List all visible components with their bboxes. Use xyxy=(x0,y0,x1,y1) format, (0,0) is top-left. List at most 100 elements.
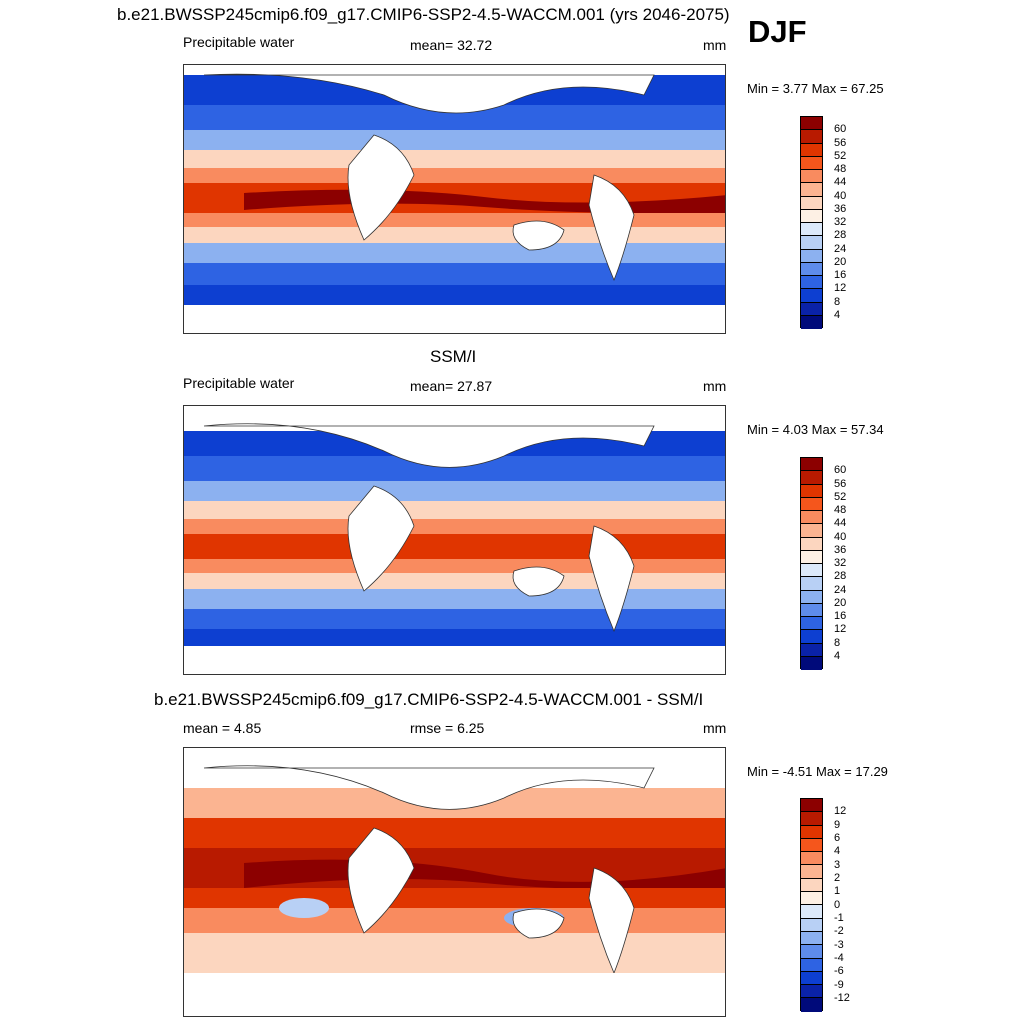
panel-1-colorbar-swatch xyxy=(801,156,822,170)
panel-1-colorbar-label: 32 xyxy=(834,216,847,228)
panel-1-colorbar-swatch xyxy=(801,276,822,290)
panel-2-colorbar-label: 12 xyxy=(834,623,847,635)
panel-1-colorbar-swatch xyxy=(801,223,822,237)
panel-3-rmse: rmse = 6.25 xyxy=(410,720,485,736)
panel-3-range: Min = -4.51 Max = 17.29 xyxy=(747,764,888,779)
panel-3-mean: mean = 4.85 xyxy=(183,720,262,736)
panel-3-colorbar-label: -6 xyxy=(834,965,844,977)
panel-1-colorbar xyxy=(800,116,823,329)
panel-2-map xyxy=(183,405,726,675)
panel-1-colorbar-label: 48 xyxy=(834,163,847,175)
panel-3-colorbar-swatch xyxy=(801,852,822,866)
panel-1-colorbar-swatch xyxy=(801,170,822,184)
panel-1-colorbar-label: 40 xyxy=(834,190,847,202)
panel-3-colorbar-swatch xyxy=(801,799,822,813)
panel-3-colorbar-swatch xyxy=(801,958,822,972)
panel-2-field xyxy=(184,406,725,674)
panel-3-title: b.e21.BWSSP245cmip6.f09_g17.CMIP6-SSP2-4… xyxy=(154,690,704,709)
panel-2-colorbar-swatch xyxy=(801,577,822,591)
panel-2-colorbar-label: 16 xyxy=(834,610,847,622)
panel-1-map xyxy=(183,64,726,334)
panel-3-colorbar-swatch xyxy=(801,985,822,999)
panel-1-colorbar-swatch xyxy=(801,236,822,250)
panel-3-colorbar-swatch xyxy=(801,931,822,946)
panel-2-colorbar-label: 32 xyxy=(834,557,847,569)
panel-3-colorbar-label: 4 xyxy=(834,845,841,857)
panel-1-colorbar-label: 12 xyxy=(834,282,847,294)
panel-1-colorbar-swatch xyxy=(801,249,822,263)
panel-1-colorbar-swatch xyxy=(801,209,822,223)
panel-2-colorbar-label: 44 xyxy=(834,517,847,529)
panel-2-colorbar-swatch xyxy=(801,564,822,578)
panel-2-colorbar-label: 20 xyxy=(834,597,847,609)
panel-3-colorbar-label: -1 xyxy=(834,912,844,924)
panel-1-colorbar-swatch xyxy=(801,117,822,131)
panel-2-colorbar-swatch xyxy=(801,524,822,538)
panel-2-colorbar-swatch xyxy=(801,511,822,525)
panel-2-colorbar-swatch xyxy=(801,630,822,644)
panel-2-range: Min = 4.03 Max = 57.34 xyxy=(747,422,884,437)
panel-2-colorbar-label: 4 xyxy=(834,650,841,662)
panel-2-colorbar-swatch xyxy=(801,590,822,604)
panel-3-colorbar-swatch xyxy=(801,878,822,893)
panel-1-colorbar-label: 36 xyxy=(834,203,847,215)
panel-2-mean: mean= 27.87 xyxy=(410,378,493,394)
panel-2-colorbar xyxy=(800,457,823,670)
panel-3-colorbar-label: -12 xyxy=(834,992,850,1004)
panel-3-colorbar-swatch xyxy=(801,971,822,986)
panel-1-colorbar-swatch xyxy=(801,289,822,303)
panel-3-colorbar-label: 1 xyxy=(834,885,841,897)
panel-1-colorbar-swatch xyxy=(801,196,822,210)
panel-1-field xyxy=(184,65,725,333)
panel-3-colorbar-label: 6 xyxy=(834,832,841,844)
panel-2-colorbar-swatch xyxy=(801,484,822,498)
panel-1-colorbar-label: 8 xyxy=(834,296,841,308)
panel-1-mean: mean= 32.72 xyxy=(410,37,493,53)
panel-2-colorbar-label: 36 xyxy=(834,544,847,556)
panel-2-units: mm xyxy=(703,378,727,394)
panel-3-colorbar-swatch xyxy=(801,812,822,826)
panel-2-colorbar-swatch xyxy=(801,458,822,472)
panel-1-colorbar-swatch xyxy=(801,302,822,316)
panel-1-colorbar-swatch xyxy=(801,262,822,276)
panel-1-colorbar-label: 24 xyxy=(834,243,847,255)
panel-3-colorbar-swatch xyxy=(801,838,822,853)
panel-2-colorbar-label: 56 xyxy=(834,478,847,490)
season-label: DJF xyxy=(748,14,807,49)
panel-2-colorbar-swatch xyxy=(801,550,822,564)
panel-2-colorbar-swatch xyxy=(801,603,822,617)
panel-3-colorbar-swatch xyxy=(801,918,822,932)
panel-2-colorbar-label: 40 xyxy=(834,531,847,543)
panel-3-units: mm xyxy=(703,720,727,736)
panel-1-colorbar-swatch xyxy=(801,143,822,157)
panel-2-title: SSM/I xyxy=(430,347,477,366)
panel-2-colorbar-label: 52 xyxy=(834,491,847,503)
panel-1-colorbar-swatch xyxy=(801,130,822,144)
panel-2-variable: Precipitable water xyxy=(183,375,295,391)
panel-3-colorbar-label: 9 xyxy=(834,819,841,831)
panel-3-colorbar-label: -3 xyxy=(834,939,844,951)
panel-2-colorbar-swatch xyxy=(801,643,822,657)
panel-3-colorbar-label: -4 xyxy=(834,952,844,964)
panel-1-variable: Precipitable water xyxy=(183,34,295,50)
panel-2-colorbar-label: 28 xyxy=(834,570,847,582)
panel-3-colorbar-swatch xyxy=(801,905,822,919)
panel-1-colorbar-swatch xyxy=(801,315,822,329)
panel-1-title: b.e21.BWSSP245cmip6.f09_g17.CMIP6-SSP2-4… xyxy=(117,5,730,24)
panel-1-units: mm xyxy=(703,37,727,53)
panel-2-colorbar-swatch xyxy=(801,537,822,551)
panel-1-colorbar-label: 28 xyxy=(834,229,847,241)
panel-2-colorbar-label: 8 xyxy=(834,637,841,649)
panel-2-colorbar-label: 60 xyxy=(834,464,847,476)
panel-1-colorbar-label: 56 xyxy=(834,137,847,149)
panel-1-colorbar-label: 4 xyxy=(834,309,841,321)
panel-3-colorbar-swatch xyxy=(801,865,822,879)
panel-3-colorbar-label: -2 xyxy=(834,925,844,937)
panel-1-colorbar-label: 20 xyxy=(834,256,847,268)
panel-2-colorbar-label: 24 xyxy=(834,584,847,596)
panel-1-colorbar-swatch xyxy=(801,183,822,197)
panel-1-colorbar-label: 16 xyxy=(834,269,847,281)
panel-2-colorbar-swatch xyxy=(801,656,822,670)
panel-2-colorbar-swatch xyxy=(801,471,822,485)
panel-3-field xyxy=(184,748,725,1016)
